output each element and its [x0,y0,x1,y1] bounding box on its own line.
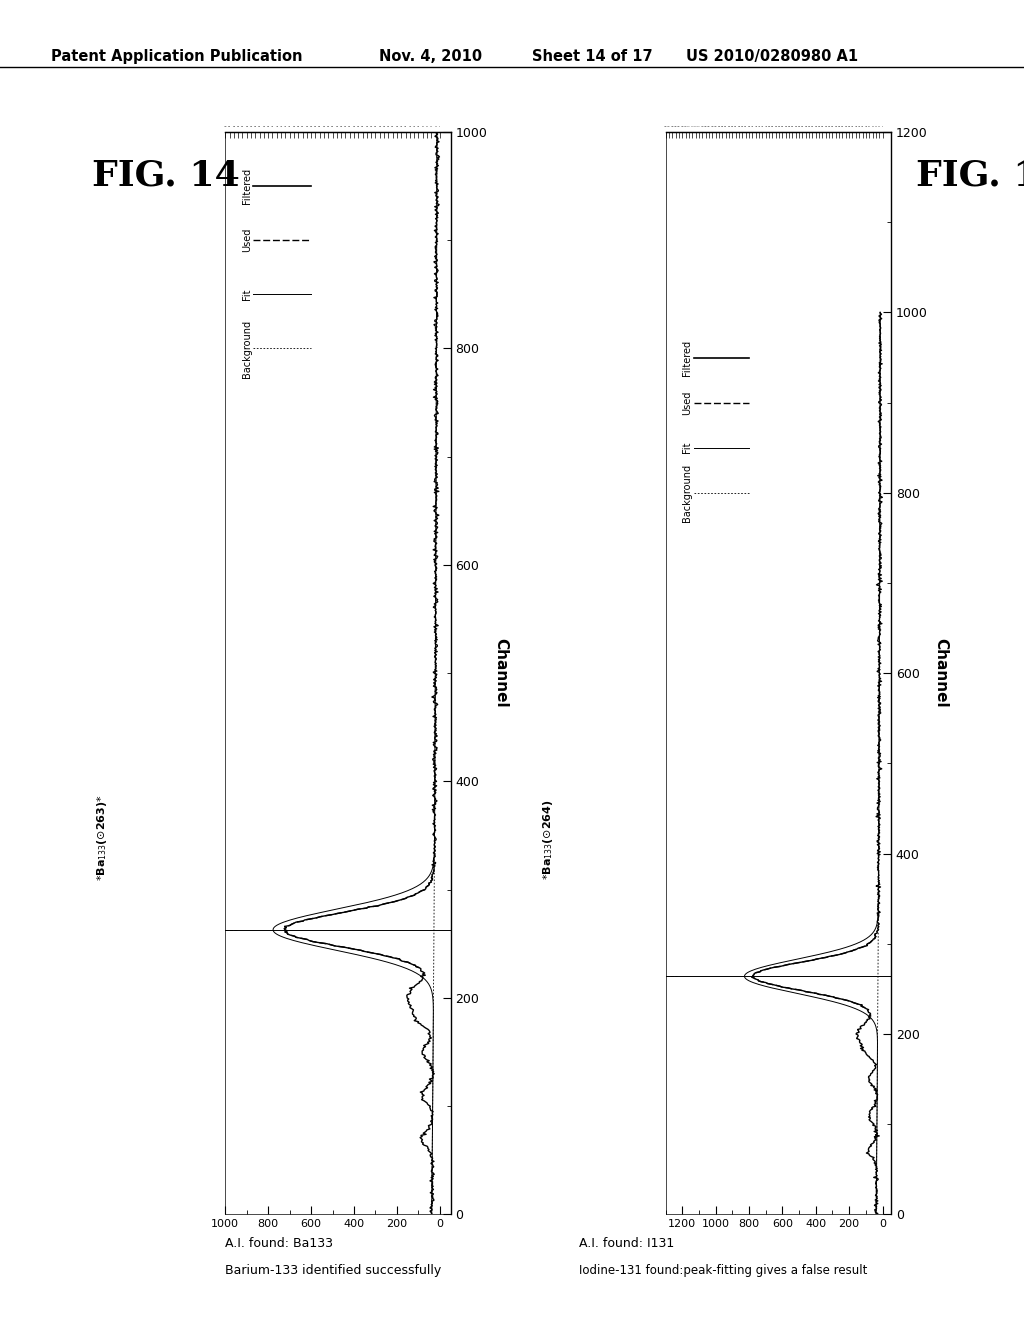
Text: Iodine-131 found:peak-fitting gives a false result: Iodine-131 found:peak-fitting gives a fa… [579,1263,867,1276]
Text: Background: Background [242,319,252,378]
Text: Filtered: Filtered [682,339,692,376]
Text: $*$Ba$_{133}$($\odot$263)$*$: $*$Ba$_{133}$($\odot$263)$*$ [95,795,110,880]
Text: Used: Used [682,391,692,414]
Text: US 2010/0280980 A1: US 2010/0280980 A1 [686,49,858,63]
Text: Barium-133 identified successfully: Barium-133 identified successfully [225,1263,441,1276]
Text: Nov. 4, 2010: Nov. 4, 2010 [379,49,482,63]
Text: Patent Application Publication: Patent Application Publication [51,49,303,63]
Text: Background: Background [682,463,692,521]
Text: FIG. 14: FIG. 14 [92,158,240,193]
Text: FIG. 15: FIG. 15 [916,158,1024,193]
Text: Fit: Fit [242,289,252,300]
Text: $*$Ba$_{133}$($\odot$264): $*$Ba$_{133}$($\odot$264) [541,800,555,880]
Text: Used: Used [242,228,252,252]
Text: Filtered: Filtered [242,168,252,205]
Y-axis label: Channel: Channel [934,639,948,708]
Text: Fit: Fit [682,442,692,454]
Text: A.I. found: Ba133: A.I. found: Ba133 [225,1237,333,1250]
Text: Sheet 14 of 17: Sheet 14 of 17 [532,49,653,63]
Y-axis label: Channel: Channel [494,639,508,708]
Text: A.I. found: I131: A.I. found: I131 [579,1237,674,1250]
